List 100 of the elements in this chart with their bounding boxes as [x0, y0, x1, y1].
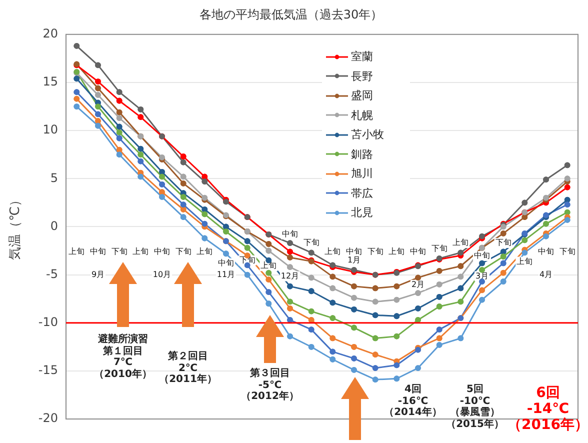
point [287, 254, 293, 260]
annotation: 2℃ [177, 362, 199, 374]
legend-label: 盛岡 [351, 88, 373, 104]
annotation: 2月 [411, 280, 425, 289]
annotation: 避難所演習 [97, 334, 149, 346]
point [564, 184, 570, 190]
point [543, 233, 549, 240]
point [372, 376, 378, 383]
point [287, 264, 293, 270]
point [500, 270, 506, 276]
point [116, 135, 122, 142]
point [330, 335, 336, 342]
point [330, 285, 336, 292]
point [116, 146, 122, 153]
annotation: （2015年） [446, 418, 504, 430]
annotation: 11月 [216, 270, 236, 279]
point [394, 313, 400, 320]
point [436, 326, 442, 333]
point [74, 104, 80, 110]
point [180, 194, 186, 200]
y-tick-label: 10 [42, 122, 58, 137]
point [287, 240, 293, 246]
point [372, 285, 378, 292]
x-tick-label: 中旬 [346, 246, 362, 256]
x-tick-label: 下旬 [431, 244, 448, 253]
point [116, 89, 122, 96]
chart-title: 各地の平均最低気温（過去30年） [199, 7, 383, 22]
x-tick-label: 中旬 [218, 258, 234, 268]
point [266, 270, 272, 276]
x-tick-label: 下旬 [111, 246, 128, 256]
y-tick-label: -10 [38, 314, 58, 329]
point [74, 42, 80, 49]
annotation: -10℃ [458, 396, 492, 406]
point [74, 96, 80, 102]
point [330, 315, 336, 321]
annotation: 4月 [539, 270, 553, 279]
point [74, 89, 80, 96]
legend-label: 札幌 [351, 108, 373, 123]
x-tick-label: 下旬 [367, 246, 384, 256]
point [138, 146, 144, 152]
point [330, 300, 336, 306]
point [116, 115, 122, 121]
point [180, 202, 186, 208]
point [202, 178, 208, 184]
point [500, 278, 506, 284]
x-tick-label: 中旬 [154, 246, 170, 256]
point [116, 98, 122, 104]
point [308, 288, 314, 294]
point [202, 211, 208, 218]
point [266, 276, 272, 283]
point [351, 306, 357, 312]
point [308, 317, 314, 323]
x-tick-label: 上旬 [516, 256, 533, 266]
point [95, 118, 101, 124]
point [116, 124, 122, 130]
y-tick-label: -5 [46, 266, 58, 281]
point [436, 342, 442, 348]
point [351, 324, 357, 331]
annotation: 4回 [404, 384, 422, 396]
annotation: （2016年） [508, 417, 588, 434]
point [522, 250, 528, 256]
point [330, 348, 336, 355]
legend-label: 北見 [351, 205, 373, 220]
point [95, 85, 101, 92]
point [287, 298, 293, 305]
annotation: （2011年） [159, 374, 217, 386]
point [372, 312, 378, 318]
point [266, 300, 272, 307]
point [95, 78, 101, 84]
point [244, 238, 250, 244]
point [351, 294, 357, 301]
point [138, 152, 144, 158]
point [138, 158, 144, 164]
point [116, 130, 122, 136]
point [564, 217, 570, 223]
annotation: 第１回目 [102, 346, 144, 357]
annotation: 第２回目 [167, 351, 209, 362]
x-tick-label: 上旬 [388, 246, 405, 256]
point [458, 274, 464, 280]
annotation: 第３回目 [249, 368, 291, 380]
point [159, 194, 165, 200]
annotation: 5回 [466, 384, 484, 396]
y-tick-label: -20 [38, 411, 58, 426]
annotation: -14℃ [526, 401, 570, 418]
point [308, 326, 314, 333]
x-tick-label: 下旬 [303, 238, 320, 248]
point [479, 296, 485, 303]
point [308, 308, 314, 314]
point [95, 111, 101, 118]
point [564, 196, 570, 203]
legend-label: 旭川 [351, 166, 373, 182]
point [159, 181, 165, 188]
point [564, 176, 570, 182]
point [287, 317, 293, 323]
legend-label: 長野 [351, 68, 373, 84]
point [564, 209, 570, 216]
point [138, 174, 144, 180]
y-tick-label: 20 [42, 26, 58, 41]
point [372, 365, 378, 371]
point [95, 104, 101, 110]
